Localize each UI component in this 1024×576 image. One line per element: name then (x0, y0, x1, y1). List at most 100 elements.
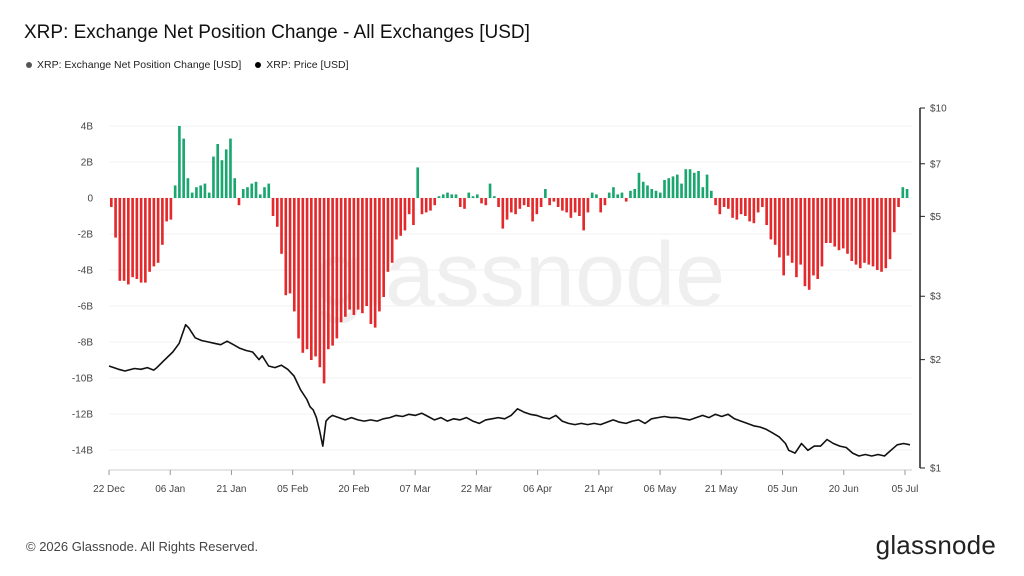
bar (322, 198, 326, 384)
legend-dot-net-position (26, 62, 32, 68)
bar (514, 198, 517, 215)
bar (207, 192, 211, 198)
bar (595, 194, 598, 198)
left-tick-label: 2B (81, 158, 94, 169)
bar (892, 198, 896, 233)
bar (263, 187, 266, 198)
bar (718, 198, 722, 215)
bar (807, 198, 811, 290)
bar (790, 198, 794, 263)
bar (233, 178, 237, 198)
bar (650, 189, 654, 198)
bar (118, 198, 122, 281)
legend-item-net-position[interactable]: XRP: Exchange Net Position Change [USD] (26, 59, 241, 71)
bar (578, 198, 581, 216)
bar (199, 185, 202, 198)
bar (727, 198, 730, 209)
bar (284, 198, 288, 296)
bar (169, 198, 173, 220)
bar (846, 198, 849, 254)
right-tick-label: $3 (930, 292, 942, 303)
bar (471, 196, 475, 198)
bar (114, 198, 117, 238)
bar (731, 198, 734, 218)
bar (305, 198, 309, 350)
x-tick-label: 21 Jan (216, 484, 246, 495)
legend-item-price[interactable]: XRP: Price [USD] (255, 59, 349, 71)
bar (250, 183, 254, 198)
bar (692, 172, 696, 198)
left-tick-label: -4B (77, 266, 93, 277)
bar (620, 192, 624, 198)
bar (429, 198, 432, 211)
bar (607, 192, 611, 198)
bar (139, 198, 143, 283)
bar (156, 198, 160, 263)
bar (331, 198, 334, 346)
bar (778, 198, 781, 258)
bar (612, 187, 615, 198)
bar (424, 198, 428, 213)
bar (629, 190, 632, 198)
bar (646, 185, 649, 198)
x-tick-label: 22 Mar (461, 484, 493, 495)
bar (867, 198, 871, 265)
bar (688, 169, 692, 198)
bar (144, 198, 147, 283)
bar (386, 198, 390, 272)
bar (522, 198, 526, 206)
bar (505, 198, 509, 220)
bar (501, 198, 505, 229)
x-tick-label: 06 May (644, 484, 677, 495)
bar (148, 198, 151, 272)
bar (339, 198, 343, 323)
bar (348, 198, 351, 310)
legend: XRP: Exchange Net Position Change [USD] … (26, 59, 349, 71)
bar (407, 198, 411, 215)
right-tick-label: $1 (930, 464, 942, 475)
bar (241, 189, 245, 198)
bars-group (110, 126, 909, 384)
bar (816, 198, 820, 279)
bar (561, 198, 564, 211)
bar (841, 198, 845, 249)
bar (433, 198, 437, 206)
bar (480, 198, 483, 204)
bar (373, 198, 377, 328)
x-tick-label: 05 Feb (277, 484, 309, 495)
bar (803, 198, 807, 287)
bar (497, 198, 500, 207)
right-tick-label: $5 (930, 212, 942, 223)
bar (858, 198, 862, 269)
glassnode-logo[interactable]: glassnode (875, 530, 996, 560)
bar (905, 189, 909, 198)
bar (271, 198, 275, 216)
bar (761, 198, 764, 207)
bar (224, 149, 228, 198)
bar (535, 198, 539, 215)
bar (352, 198, 356, 315)
bar (667, 178, 671, 198)
bar (237, 198, 241, 206)
bar (586, 198, 590, 213)
bar (824, 198, 828, 243)
bar (369, 198, 373, 324)
bar (356, 198, 360, 310)
bar (863, 198, 866, 263)
bar (748, 198, 751, 222)
bar (518, 198, 522, 209)
bar (488, 183, 492, 198)
bar (131, 198, 134, 278)
bar (795, 198, 798, 278)
bar (756, 198, 760, 213)
bar (437, 196, 441, 198)
left-tick-label: -12B (72, 410, 93, 421)
x-tick-label: 05 Jun (768, 484, 798, 495)
bar (220, 160, 224, 198)
bar (569, 198, 573, 218)
footer-copyright: © 2026 Glassnode. All Rights Reserved. (26, 539, 259, 554)
bar (820, 198, 824, 267)
bar (680, 183, 683, 198)
bar (378, 198, 381, 312)
